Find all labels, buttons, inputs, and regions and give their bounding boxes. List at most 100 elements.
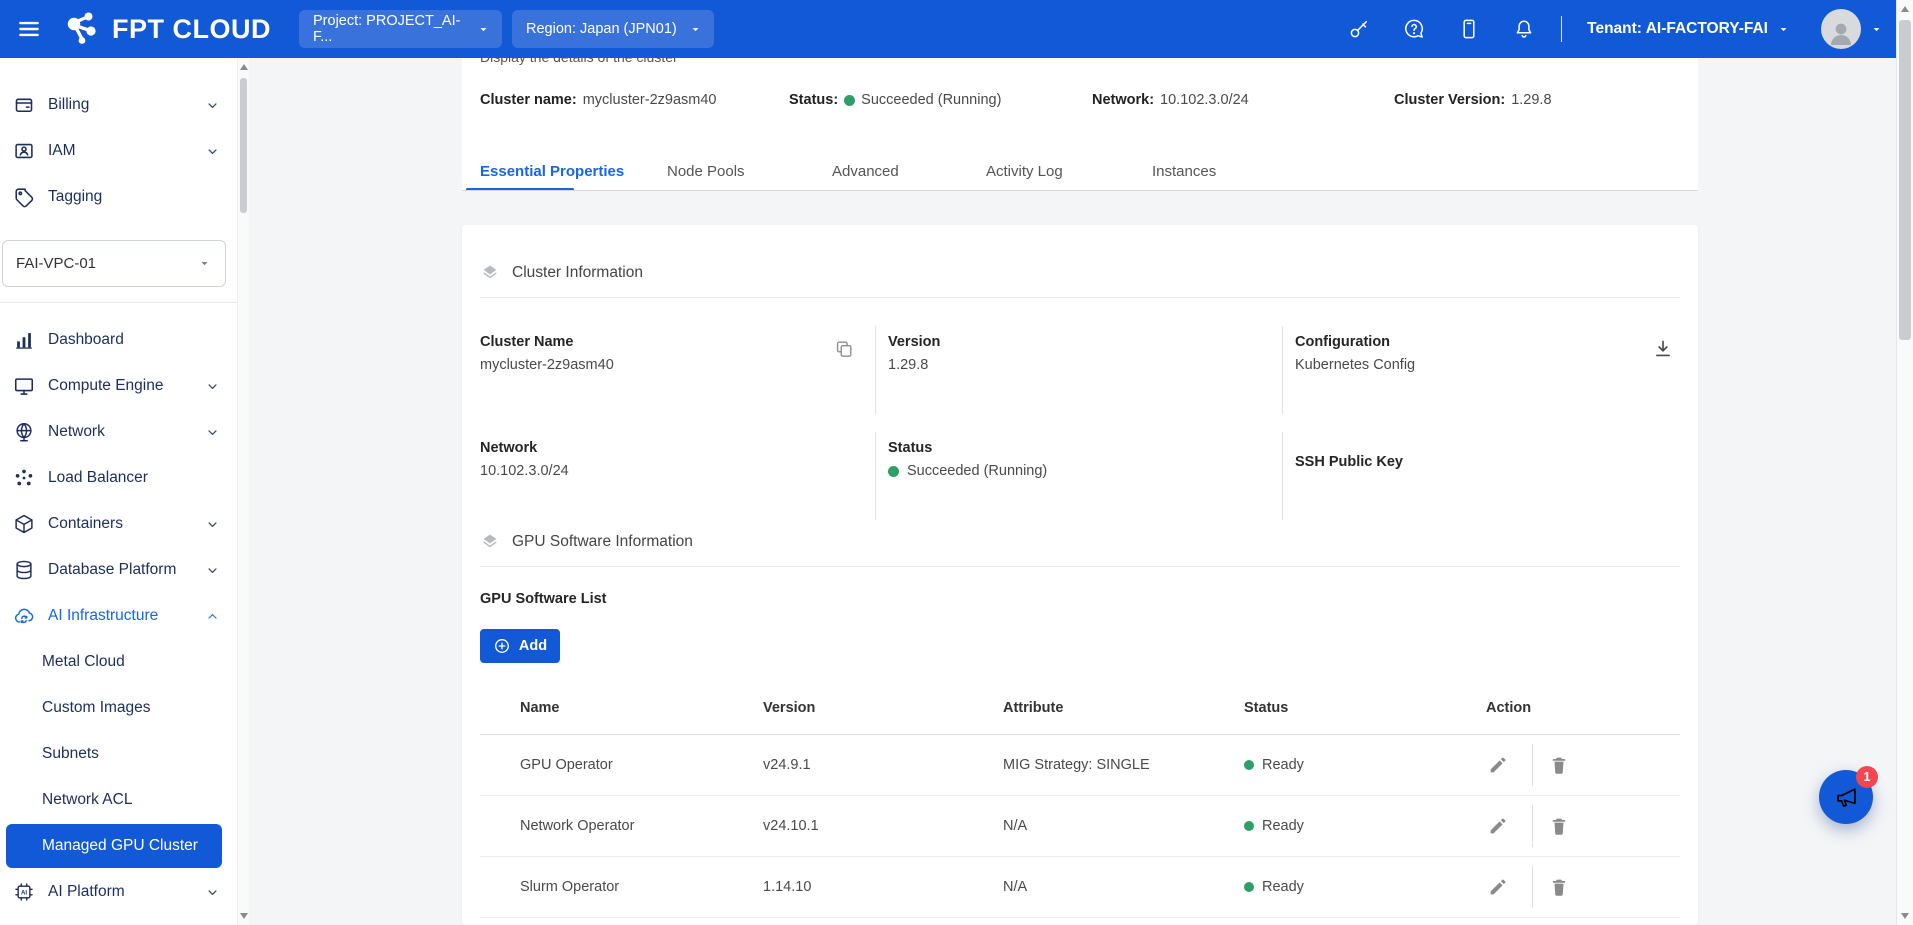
- scroll-up-button[interactable]: [238, 60, 249, 74]
- essential-properties-card: Cluster Information Cluster Namemycluste…: [462, 225, 1698, 925]
- info-field-label: Configuration: [1295, 334, 1680, 350]
- gpu-software-header: GPU Software Information: [480, 532, 1680, 552]
- info-field-status: StatusSucceeded (Running): [875, 432, 1282, 520]
- cell-attribute: MIG Strategy: SINGLE: [1003, 757, 1244, 773]
- tab-essential-properties[interactable]: Essential Properties: [480, 163, 624, 180]
- tab-instances[interactable]: Instances: [1152, 163, 1216, 180]
- scroll-down-button[interactable]: [1897, 909, 1913, 923]
- info-value-text: mycluster-2z9asm40: [480, 357, 614, 373]
- user-menu[interactable]: [1821, 9, 1883, 49]
- cell-status: Ready: [1244, 879, 1486, 895]
- tab-node-pools[interactable]: Node Pools: [667, 163, 745, 180]
- sidebar-item-custom-images[interactable]: Custom Images: [0, 685, 237, 731]
- sidebar-item-dashboard[interactable]: Dashboard: [0, 317, 237, 363]
- summary-label: Cluster name:: [480, 92, 577, 108]
- delete-button[interactable]: [1547, 814, 1571, 838]
- window-scrollbar-thumb[interactable]: [1899, 20, 1911, 340]
- sidebar-item-billing[interactable]: Billing: [0, 82, 237, 128]
- sidebar-item-load-balancer[interactable]: Load Balancer: [0, 455, 237, 501]
- download-icon[interactable]: [1652, 338, 1674, 360]
- column-header-status: Status: [1244, 700, 1486, 716]
- sidebar-item-subnets[interactable]: Subnets: [0, 731, 237, 777]
- delete-button[interactable]: [1547, 753, 1571, 777]
- info-field-value: Succeeded (Running): [888, 463, 1282, 479]
- sidebar-item-managed-gpu-cluster[interactable]: Managed GPU Cluster: [6, 824, 222, 868]
- sidebar-item-containers[interactable]: Containers: [0, 501, 237, 547]
- info-field-value: Kubernetes Config: [1295, 357, 1680, 373]
- chevron-down-icon: [201, 421, 223, 443]
- sidebar-item-iam[interactable]: IAM: [0, 128, 237, 174]
- divider: [480, 566, 1680, 567]
- region-label: Region: Japan (JPN01): [526, 21, 677, 37]
- help-icon[interactable]: [1402, 17, 1426, 41]
- sidebar-item-label: Billing: [48, 96, 89, 114]
- key-icon[interactable]: [1347, 17, 1371, 41]
- info-field-network: Network10.102.3.0/24: [480, 432, 875, 520]
- summary-value: mycluster-2z9asm40: [583, 92, 717, 108]
- nodes-icon: [13, 467, 35, 489]
- region-selector[interactable]: Region: Japan (JPN01): [512, 10, 714, 48]
- pencil-icon: [1487, 876, 1509, 898]
- layers-icon: [480, 532, 500, 552]
- sidebar-item-label: IAM: [48, 142, 76, 160]
- sidebar-scrollbar-thumb[interactable]: [240, 78, 247, 213]
- table-row: GPU Operatorv24.9.1MIG Strategy: SINGLER…: [480, 735, 1680, 796]
- cell-actions: [1486, 744, 1680, 786]
- info-field-value: 1.29.8: [888, 357, 1282, 373]
- database-icon: [13, 559, 35, 581]
- sidebar-item-label: Containers: [48, 515, 123, 533]
- copy-icon[interactable]: [833, 338, 855, 360]
- bar-chart-icon: [13, 329, 35, 351]
- info-field-label: Version: [888, 334, 1282, 350]
- announcements-fab[interactable]: 1: [1819, 770, 1873, 824]
- sidebar-item-network-acl[interactable]: Network ACL: [0, 777, 237, 823]
- chip-icon: AI: [13, 881, 35, 903]
- monitor-icon: [13, 375, 35, 397]
- sidebar-item-tagging[interactable]: Tagging: [0, 174, 237, 220]
- sidebar-item-database-platform[interactable]: Database Platform: [0, 547, 237, 593]
- column-header-version: Version: [763, 700, 1003, 716]
- tab-bar: Essential Properties Node Pools Advanced Ac…: [462, 150, 1698, 190]
- edit-button[interactable]: [1486, 814, 1510, 838]
- fpt-molecule-icon: [60, 9, 104, 49]
- svg-text:AI: AI: [21, 890, 27, 896]
- pencil-icon: [1487, 754, 1509, 776]
- sidebar-item-network[interactable]: Network: [0, 409, 237, 455]
- clipboard-icon[interactable]: [1457, 17, 1481, 41]
- tab-advanced[interactable]: Advanced: [832, 163, 899, 180]
- scroll-down-button[interactable]: [238, 909, 249, 923]
- summary-value: Succeeded (Running): [861, 92, 1001, 108]
- brand-logo[interactable]: FPT CLOUD: [60, 9, 271, 49]
- sidebar-item-metal-cloud[interactable]: Metal Cloud: [0, 639, 237, 685]
- vpc-select[interactable]: FAI-VPC-01: [2, 240, 226, 287]
- info-value-text: 1.29.8: [888, 357, 928, 373]
- window-scrollbar[interactable]: [1896, 0, 1913, 925]
- bell-icon[interactable]: [1512, 17, 1536, 41]
- scroll-up-button[interactable]: [1897, 2, 1913, 16]
- section-title: Cluster Information: [512, 264, 643, 282]
- edit-button[interactable]: [1486, 875, 1510, 899]
- sidebar-item-ai-infrastructure[interactable]: AI Infrastructure: [0, 593, 237, 639]
- trash-icon: [1548, 754, 1570, 776]
- cluster-header-band: Display the details of the cluster Clust…: [462, 58, 1698, 191]
- sidebar-item-compute-engine[interactable]: Compute Engine: [0, 363, 237, 409]
- status-text: Ready: [1262, 818, 1304, 834]
- sidebar-item-label: Compute Engine: [48, 377, 163, 395]
- sidebar-item-label: AI Platform: [48, 883, 125, 901]
- edit-button[interactable]: [1486, 753, 1510, 777]
- delete-button[interactable]: [1547, 875, 1571, 899]
- info-field-configuration: Configuration Kubernetes Config: [1282, 326, 1680, 414]
- project-label: Project: PROJECT_AI-F...: [313, 13, 477, 45]
- tenant-selector[interactable]: Tenant: AI-FACTORY-FAI: [1587, 20, 1790, 38]
- sidebar-item-ai-platform[interactable]: AI AI Platform: [0, 869, 237, 915]
- add-gpu-software-button[interactable]: Add: [480, 629, 560, 663]
- project-selector[interactable]: Project: PROJECT_AI-F...: [299, 10, 502, 48]
- gpu-software-list-label: GPU Software List: [480, 591, 1680, 607]
- navbar-right-group: Tenant: AI-FACTORY-FAI: [1347, 0, 1883, 58]
- globe-icon: [13, 421, 35, 443]
- sidebar-scrollbar[interactable]: [237, 58, 249, 925]
- tab-activity-log[interactable]: Activity Log: [986, 163, 1063, 180]
- info-field-label: Network: [480, 440, 875, 456]
- menu-icon[interactable]: [16, 16, 42, 42]
- table-row: Slurm Operator1.14.10N/AReady: [480, 857, 1680, 918]
